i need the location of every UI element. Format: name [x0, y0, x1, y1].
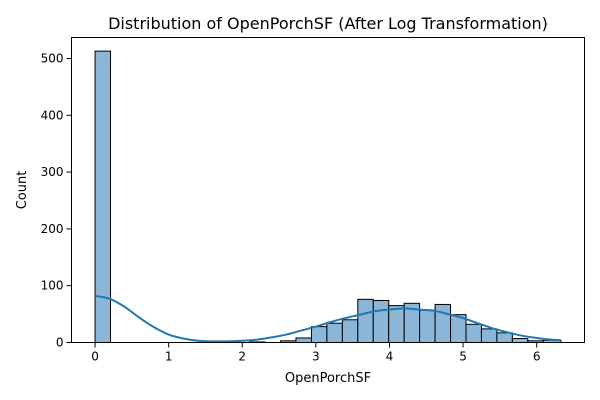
- plot-frame: [71, 37, 585, 343]
- histogram-bar-22: [434, 303, 452, 344]
- y-axis-label: Count: [15, 171, 30, 210]
- histogram-bar-13: [295, 337, 312, 343]
- histogram-bar-18: [372, 299, 390, 343]
- histogram-bar-21: [419, 309, 436, 344]
- histogram-bar-26: [496, 332, 513, 343]
- x-tick-label-0: 0: [91, 350, 99, 364]
- x-tick-label-4: 4: [386, 350, 394, 364]
- chart-title: Distribution of OpenPorchSF (After Log T…: [108, 14, 548, 33]
- histogram-bar-27: [511, 338, 529, 343]
- x-axis: 0 1 2 3 4 5 6: [91, 342, 541, 364]
- y-axis: 0 100 200 300 400 500: [41, 52, 72, 350]
- y-tick-label-0: 0: [56, 336, 64, 350]
- histogram-bar-15: [326, 322, 343, 344]
- histogram-bar-17: [357, 298, 374, 343]
- x-tick-label-3: 3: [312, 350, 320, 364]
- histogram-bars: [94, 50, 562, 344]
- y-tick-label-2: 200: [41, 222, 64, 236]
- histogram-bar-24: [465, 323, 482, 344]
- x-tick-label-1: 1: [165, 350, 173, 364]
- x-tick-label-5: 5: [459, 350, 467, 364]
- y-tick-label-3: 300: [41, 165, 64, 179]
- histogram-bar-25: [480, 328, 498, 343]
- histogram-bar-19: [388, 305, 405, 343]
- x-tick-label-6: 6: [533, 350, 541, 364]
- x-axis-label: OpenPorchSF: [285, 371, 371, 386]
- y-tick-label-4: 400: [41, 108, 64, 122]
- x-tick-label-2: 2: [238, 350, 246, 364]
- histogram-bar-16: [341, 319, 359, 343]
- histogram-bar-14: [310, 326, 328, 344]
- y-tick-label-1: 100: [41, 279, 64, 293]
- y-tick-label-5: 500: [41, 52, 64, 66]
- kde-curve: [94, 294, 562, 343]
